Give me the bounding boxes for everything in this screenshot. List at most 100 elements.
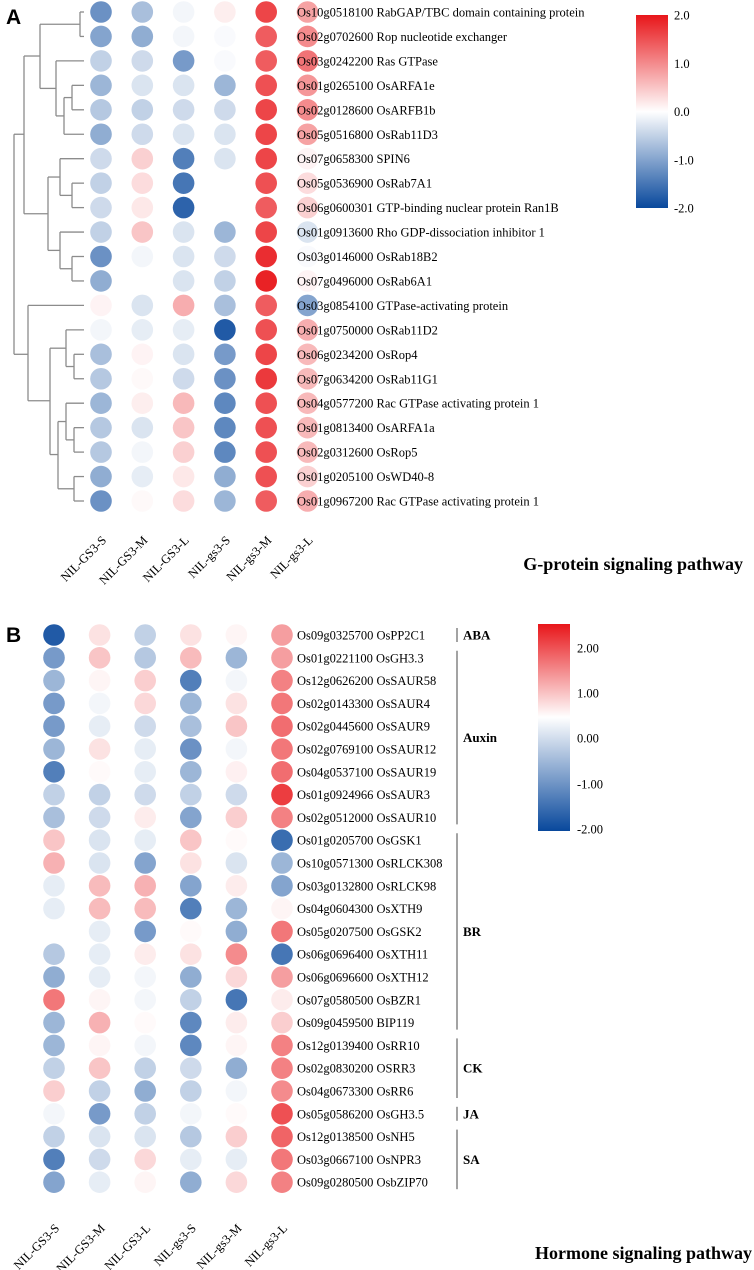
heatmap-cell [88, 647, 111, 669]
heatmap-cell [43, 897, 65, 920]
heatmap-cell [43, 966, 65, 988]
gene-label-os05g0516800: Os05g0516800 OsRab11D3 [297, 128, 438, 142]
colorbar-a-tick: -2.0 [674, 202, 694, 216]
heatmap-cell [214, 367, 236, 390]
heatmap-cell [131, 99, 154, 121]
heatmap-cell [296, 294, 319, 317]
heatmap-cell [180, 966, 202, 988]
heatmap-cell [90, 196, 112, 219]
heatmap-cell [271, 624, 293, 646]
heatmap-cell [88, 1125, 111, 1148]
heatmap-cell [88, 783, 111, 806]
heatmap-cell [214, 99, 236, 121]
heatmap-cell [296, 221, 319, 243]
heatmap-cell [43, 647, 65, 669]
heatmap-cell [214, 392, 236, 415]
heatmap-cell [214, 123, 236, 146]
gene-label-os01g0205100: Os01g0205100 OsWD40-8 [297, 470, 434, 484]
panel-a-column-labels: NIL-GS3-SNIL-GS3-MNIL-GS3-LNIL-gs3-SNIL-… [58, 533, 316, 587]
gene-label-os02g0769100: Os02g0769100 OsSAUR12 [297, 743, 436, 757]
panel-a-colorbar: 2.0 1.0 0.0 -1.0 -2.0 [636, 9, 694, 216]
gene-label-os04g0673300: Os04g0673300 OsRR6 [297, 1085, 413, 1099]
heatmap-cell [271, 1125, 293, 1148]
heatmap-cell [180, 1011, 202, 1034]
heatmap-cell [88, 875, 111, 897]
heatmap-cell [180, 897, 202, 920]
heatmap-cell [134, 647, 156, 669]
heatmap-cell [172, 441, 195, 463]
heatmap-cell [43, 806, 65, 829]
heatmap-cell [271, 715, 293, 737]
heatmap-cell [90, 343, 112, 366]
heatmap-cell [271, 897, 293, 920]
heatmap-cell [271, 966, 293, 988]
heatmap-cell [172, 416, 195, 439]
heatmap-cell [271, 943, 293, 965]
colorbar-a-tick: 1.0 [674, 57, 690, 71]
heatmap-cell [214, 270, 236, 292]
heatmap-cell [225, 1034, 248, 1057]
heatmap-cell [90, 416, 112, 439]
heatmap-cell [214, 294, 236, 317]
heatmap-cell [88, 920, 111, 943]
heatmap-cell [180, 624, 202, 646]
heatmap-cell [180, 761, 202, 783]
heatmap-cell [172, 50, 195, 72]
heatmap-cell [214, 196, 236, 219]
heatmap-cell [134, 783, 156, 806]
gene-label-os02g0445600: Os02g0445600 OsSAUR9 [297, 720, 430, 734]
heatmap-cell [90, 99, 112, 121]
heatmap-cell [90, 245, 112, 268]
gene-label-os01g0750000: Os01g0750000 OsRab11D2 [297, 323, 438, 337]
heatmap-cell [296, 441, 319, 463]
gene-label-os07g0658300: Os07g0658300 SPIN6 [297, 152, 410, 166]
panel-a-heatmap [90, 1, 319, 512]
heatmap-cell [43, 1034, 65, 1057]
heatmap-cell [255, 123, 277, 146]
heatmap-cell [134, 1125, 156, 1148]
heatmap-cell [225, 1125, 248, 1148]
heatmap-cell [255, 99, 277, 121]
heatmap-cell [172, 147, 195, 170]
heatmap-cell [225, 715, 248, 737]
heatmap-cell [214, 319, 236, 341]
heatmap-cell [214, 221, 236, 243]
heatmap-cell [131, 221, 154, 243]
heatmap-cell [88, 966, 111, 988]
heatmap-cell [131, 50, 154, 72]
gene-label-os05g0536900: Os05g0536900 OsRab7A1 [297, 177, 432, 191]
heatmap-cell [134, 624, 156, 646]
heatmap-cell [296, 270, 319, 292]
heatmap-cell [88, 852, 111, 874]
heatmap-cell [225, 989, 248, 1011]
heatmap-cell [214, 74, 236, 97]
heatmap-cell [43, 1103, 65, 1125]
heatmap-cell [88, 829, 111, 851]
panel-b-letter: B [6, 624, 21, 647]
heatmap-cell [271, 1148, 293, 1171]
heatmap-cell [88, 669, 111, 692]
heatmap-cell [88, 897, 111, 920]
panel-b-colorbar: 2.00 1.00 0.00 -1.00 -2.00 [538, 624, 603, 837]
heatmap-cell [43, 624, 65, 646]
heatmap-cell [180, 806, 202, 829]
panel-a-title: G-protein signaling pathway [523, 554, 743, 574]
heatmap-cell [172, 392, 195, 415]
heatmap-cell [214, 172, 236, 194]
heatmap-cell [90, 147, 112, 170]
heatmap-cell [172, 343, 195, 366]
heatmap-cell [271, 1103, 293, 1125]
heatmap-cell [296, 319, 319, 341]
heatmap-cell [134, 1080, 156, 1102]
heatmap-cell [43, 1011, 65, 1034]
panel-b-hormone-groups: ABA Auxin BR CK JA SA [456, 628, 498, 1190]
heatmap-cell [225, 669, 248, 692]
heatmap-cell [90, 294, 112, 317]
heatmap-cell [43, 692, 65, 715]
colorbar-a-tick: -1.0 [674, 153, 694, 167]
heatmap-cell [88, 989, 111, 1011]
heatmap-cell [180, 669, 202, 692]
heatmap-cell [214, 343, 236, 366]
heatmap-cell [255, 1, 277, 23]
